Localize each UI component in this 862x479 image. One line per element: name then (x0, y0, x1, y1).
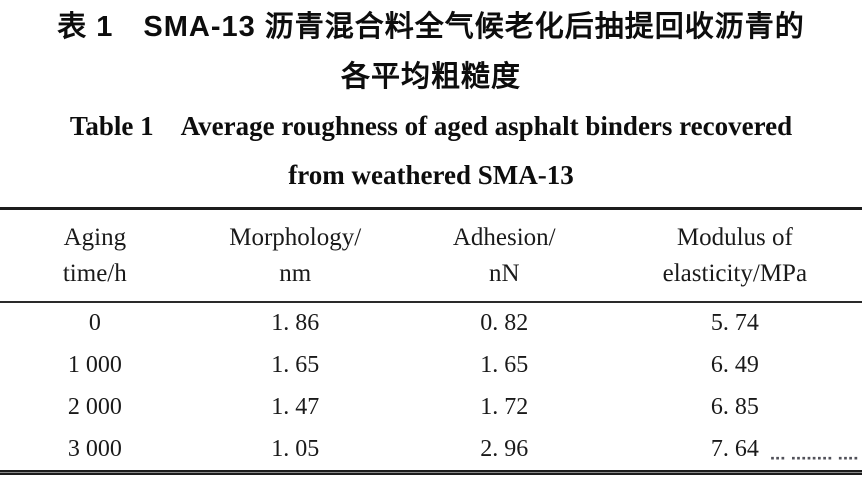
cell-adhesion: 1. 72 (480, 393, 529, 420)
cell-aging-time: 2 000 (67, 393, 122, 420)
cell-morphology: 1. 47 (271, 393, 320, 420)
header-label: elasticity/MPa (662, 259, 808, 287)
header-label: Morphology/ (229, 223, 362, 251)
header-cell-modulus: Modulus of elasticity/MPa (607, 210, 862, 303)
cell-modulus: 5. 74 (710, 310, 759, 336)
header-cell-adhesion: Adhesion/ nN (400, 210, 608, 303)
header-label: Adhesion/ (452, 223, 556, 251)
table-caption-en-line1: Table 1 Average roughness of aged asphal… (69, 111, 793, 141)
table-row: 2 000 1. 47 1. 72 6. 85 (0, 386, 862, 428)
cell-aging-time: 0 (88, 310, 101, 336)
table-header: Aging time/h Morphology/ nm Adhesion/ nN… (0, 210, 862, 303)
header-cell-morphology: Morphology/ nm (189, 210, 401, 303)
header-row: Aging time/h Morphology/ nm Adhesion/ nN… (0, 210, 862, 303)
table-row: 1 000 1. 65 1. 65 6. 49 (0, 344, 862, 386)
cell-adhesion: 1. 65 (480, 351, 529, 378)
cell-aging-time: 3 000 (67, 435, 122, 462)
cell-morphology: 1. 86 (271, 310, 320, 336)
cell-morphology: 1. 65 (271, 351, 320, 378)
header-label: nN (488, 259, 520, 287)
data-table: Aging time/h Morphology/ nm Adhesion/ nN… (0, 210, 862, 470)
cell-adhesion: 0. 82 (480, 310, 529, 336)
header-cell-aging-time: Aging time/h (0, 210, 190, 303)
table-row: 0 1. 86 0. 82 5. 74 (0, 302, 862, 344)
header-label: nm (279, 259, 312, 287)
cell-modulus: 6. 85 (710, 393, 759, 420)
table-body: 0 1. 86 0. 82 5. 74 1 000 1. 65 1. 65 6.… (0, 302, 862, 470)
watermark: ▪▪▪ ▪▪▪▪▪▪▪▪ ▪▪▪▪ (770, 454, 859, 462)
table-caption-zh-line2: 各平均粗糙度 (340, 61, 521, 93)
table-top-rule (0, 207, 862, 210)
cell-aging-time: 1 000 (67, 351, 122, 378)
table-bottom-rule (0, 470, 862, 475)
header-label: Modulus of (676, 223, 793, 251)
cell-adhesion: 2. 96 (480, 435, 529, 462)
cell-modulus: 7. 64 (710, 435, 759, 462)
header-label: time/h (62, 259, 127, 287)
table-caption-en-line2: from weathered SMA-13 (288, 160, 574, 190)
table-caption-zh: 表 1 SMA-13 沥青混合料全气候老化后抽提回收沥青的 各平均粗糙度 (0, 0, 862, 102)
table-caption-zh-line1: 表 1 SMA-13 沥青混合料全气候老化后抽提回收沥青的 (57, 11, 805, 43)
header-label: Aging (63, 223, 127, 251)
cell-morphology: 1. 05 (271, 435, 320, 462)
cell-modulus: 6. 49 (710, 351, 759, 378)
table-caption-en: Table 1 Average roughness of aged asphal… (0, 102, 862, 200)
table-row: 3 000 1. 05 2. 96 7. 64 (0, 428, 862, 470)
